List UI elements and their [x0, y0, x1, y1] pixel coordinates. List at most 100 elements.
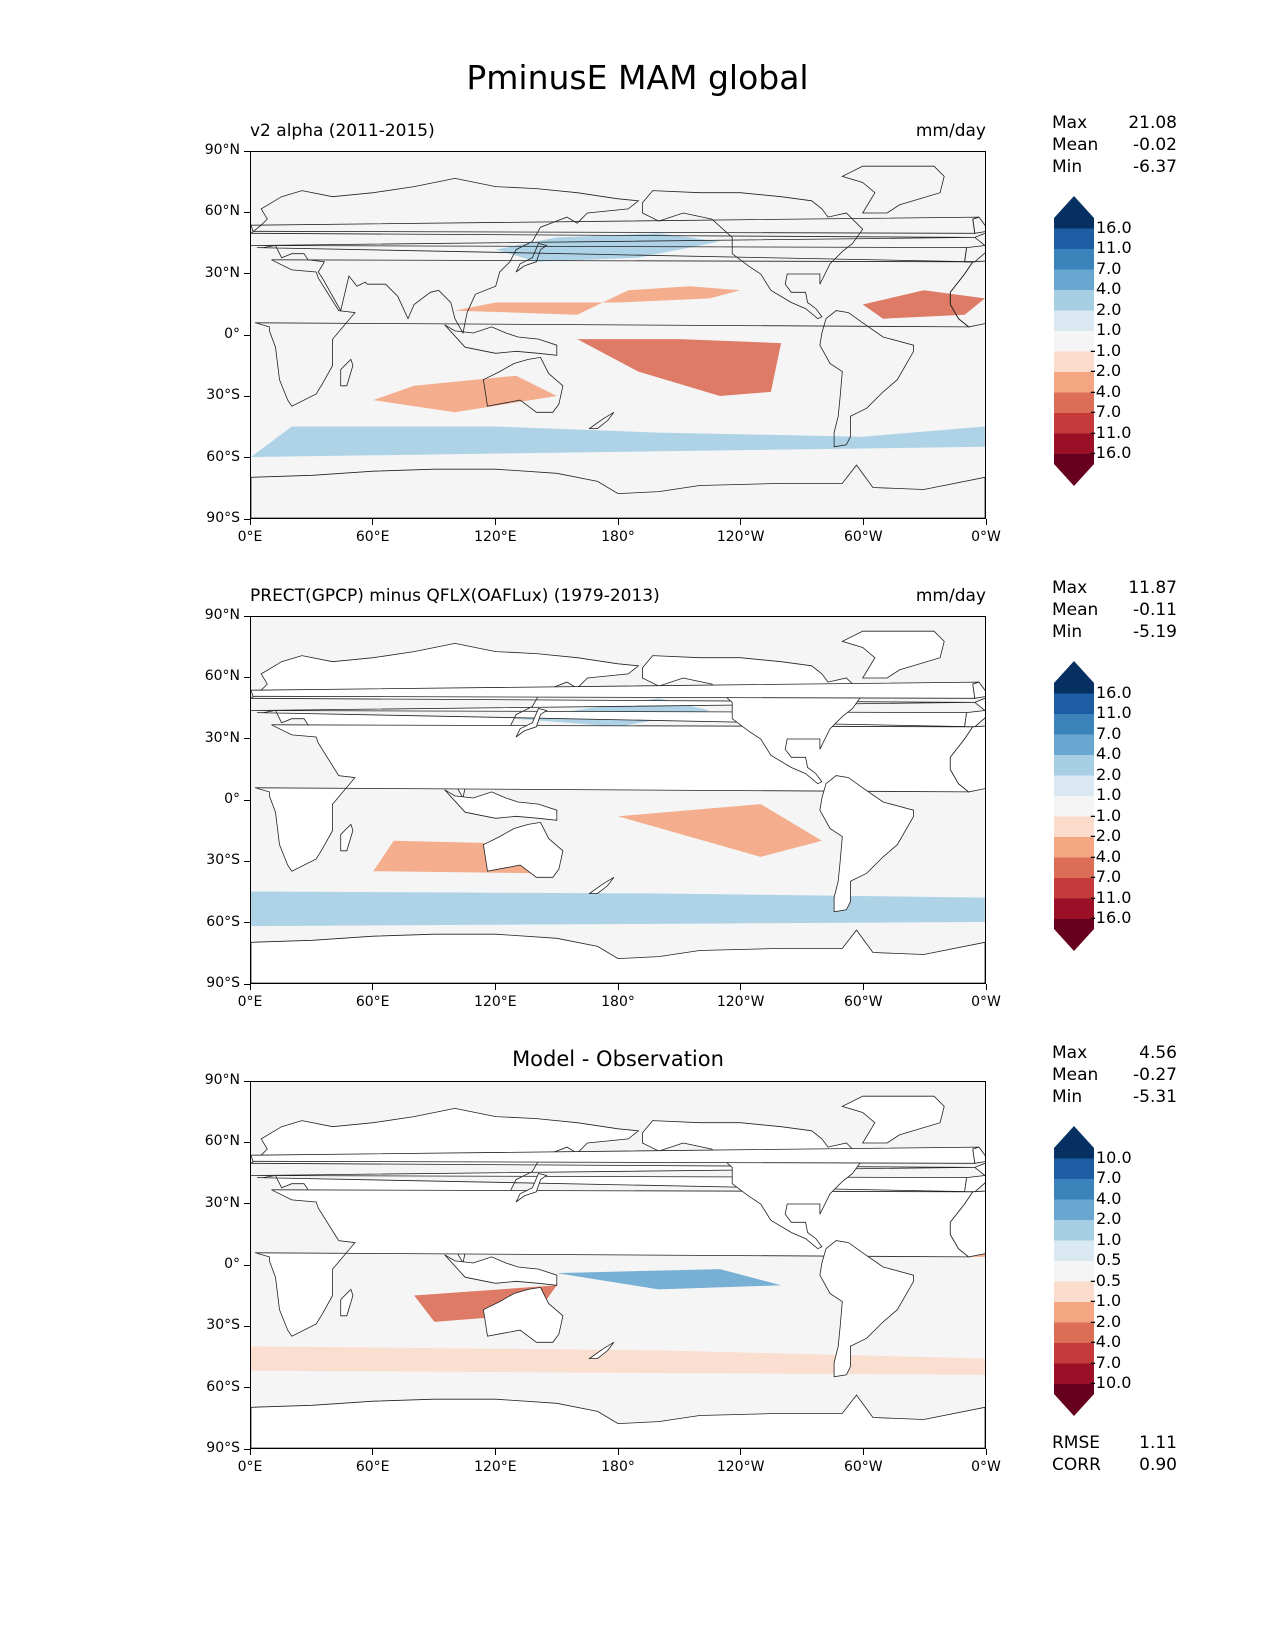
x-tick-label: 180°: [601, 529, 635, 545]
x-tick-label: 60°E: [355, 1459, 390, 1475]
coastline-antarctica: [251, 464, 985, 518]
x-tick-mark: [740, 519, 742, 525]
stat-value: -0.27: [1133, 1065, 1177, 1085]
coastline-africa-wrap: [949, 260, 985, 328]
x-tick-label: 120°E: [474, 529, 517, 545]
y-tick-label: 30°N: [204, 729, 240, 746]
coastline-uk: [251, 216, 980, 234]
x-tick-mark: [372, 519, 374, 525]
coastline-europe-asia-wrap: [964, 697, 985, 728]
stat-label: Mean: [1052, 135, 1099, 155]
field-region: [556, 1269, 782, 1290]
x-tick-mark: [862, 1449, 864, 1455]
colorbar-segment: [1054, 1158, 1094, 1180]
x-tick-mark: [985, 1449, 987, 1455]
coastline-africa-wrap: [949, 1190, 985, 1258]
coastline-indonesia: [444, 789, 558, 821]
x-tick-label: 60°W: [843, 529, 883, 545]
colorbar-segment: [1054, 878, 1094, 899]
y-tick-label: 0°: [224, 1256, 240, 1272]
colorbar-segment: [1054, 413, 1094, 434]
x-tick-mark: [617, 984, 619, 990]
colorbar-segment: [1054, 1281, 1094, 1303]
coastline-antarctica: [251, 1394, 985, 1448]
x-tick-mark: [494, 1449, 496, 1455]
x-tick-mark: [494, 519, 496, 525]
panel-2-units: mm/day: [915, 586, 986, 606]
y-tick-mark: [244, 150, 250, 152]
colorbar-level-label: -7.0: [1090, 402, 1122, 421]
y-tick-label: 90°N: [204, 1072, 240, 1088]
colorbar-segment: [1054, 1302, 1094, 1323]
colorbar-segment: [1054, 249, 1094, 270]
stat-label: Max: [1052, 113, 1088, 133]
colorbar-segment: [1054, 919, 1094, 951]
colorbar-level-label: -1.0: [1090, 1291, 1122, 1310]
y-tick-label: 60°N: [204, 203, 240, 220]
x-tick-label: 0°E: [237, 994, 263, 1010]
stat-value: 11.87: [1128, 578, 1177, 598]
colorbar-level-label: -7.0: [1090, 867, 1122, 886]
coastline-australia: [482, 821, 564, 878]
y-tick-label: 30°S: [206, 1317, 240, 1334]
colorbar-segment: [1054, 1126, 1094, 1159]
colorbar-level-label: -7.0: [1090, 1352, 1122, 1372]
panel-2-map: [250, 616, 986, 984]
x-tick-label: 120°W: [716, 1459, 765, 1475]
y-tick-label: 90°S: [206, 975, 240, 991]
field-region: [251, 1346, 985, 1375]
stat-value: 21.08: [1128, 113, 1177, 133]
colorbar-segment: [1054, 1322, 1094, 1344]
extra-stat-value: 1.11: [1139, 1433, 1177, 1453]
coastline-south-america: [819, 310, 914, 448]
colorbar-segment: [1054, 392, 1094, 414]
panel-1-map: [250, 151, 986, 519]
coastline-europe-asia-wrap: [964, 1162, 985, 1193]
colorbar-segment: [1054, 796, 1094, 817]
colorbar-level-label: 7.0: [1096, 1168, 1122, 1187]
colorbar-level-label: 2.0: [1096, 1209, 1122, 1228]
x-tick-label: 0°W: [971, 994, 1001, 1010]
colorbar-segment: [1054, 1343, 1094, 1364]
colorbar-segment: [1054, 331, 1094, 352]
colorbar-segment: [1054, 1220, 1094, 1241]
y-tick-mark: [244, 518, 250, 520]
field-region: [495, 233, 720, 262]
x-tick-label: 0°E: [237, 1459, 263, 1475]
colorbar-segment: [1054, 372, 1094, 393]
y-tick-mark: [244, 860, 250, 862]
coastline-greenland: [841, 1095, 945, 1144]
colorbar-segment: [1054, 269, 1094, 291]
colorbar-segment: [1054, 755, 1094, 776]
colorbar-segment: [1054, 310, 1094, 332]
y-tick-mark: [244, 676, 250, 678]
extra-stat-label: CORR: [1052, 1455, 1101, 1475]
field-region: [251, 891, 985, 927]
colorbar-level-label: 4.0: [1096, 1188, 1122, 1208]
stat-label: Min: [1052, 157, 1083, 177]
colorbar-level-label: 7.0: [1096, 723, 1122, 743]
y-tick-label: 90°N: [204, 607, 240, 623]
colorbar-level-label: -16.0: [1090, 443, 1132, 462]
panel-1-units: mm/day: [915, 121, 986, 141]
colorbar-segment: [1054, 351, 1094, 373]
stat-value: -0.11: [1133, 600, 1177, 620]
colorbar-level-label: -11.0: [1090, 422, 1132, 442]
colorbar-level-label: -16.0: [1090, 908, 1132, 927]
colorbar-level-label: 2.0: [1096, 764, 1122, 784]
y-tick-mark: [244, 738, 250, 740]
panel-2-left-title: PRECT(GPCP) minus QFLX(OAFLux) (1979-201…: [250, 586, 660, 606]
field-region: [618, 804, 822, 857]
coastline-europe-asia: [251, 177, 975, 335]
x-tick-mark: [862, 984, 864, 990]
x-tick-mark: [985, 519, 987, 525]
field-region: [454, 286, 741, 315]
coastline-new-zealand: [588, 411, 615, 429]
coastline-new-zealand: [588, 876, 615, 894]
y-tick-label: 30°S: [206, 387, 240, 404]
colorbar-segment: [1054, 196, 1094, 229]
y-tick-label: 60°S: [206, 913, 240, 930]
y-tick-mark: [244, 334, 250, 336]
x-tick-mark: [740, 1449, 742, 1455]
stat-value: -0.02: [1133, 135, 1177, 155]
